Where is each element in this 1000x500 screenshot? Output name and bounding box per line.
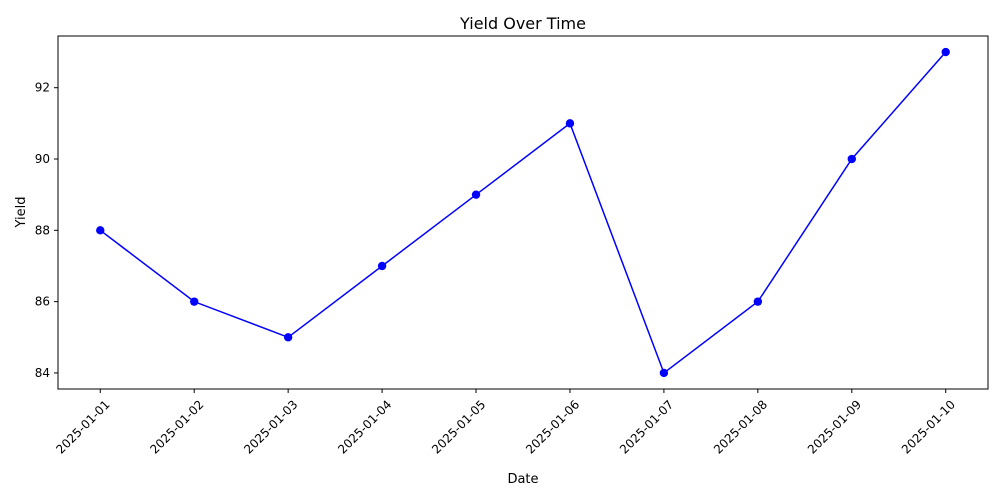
x-tick-label: 2025-01-06 xyxy=(523,397,582,456)
data-point xyxy=(847,154,856,164)
data-point xyxy=(377,261,387,271)
x-tick-label: 2025-01-02 xyxy=(147,397,206,456)
data-point xyxy=(659,368,669,378)
y-tick-label: 92 xyxy=(35,81,50,95)
data-point xyxy=(96,226,105,235)
x-tick-label: 2025-01-04 xyxy=(335,397,394,456)
x-tick-label: 2025-01-10 xyxy=(899,397,958,456)
y-tick-label: 84 xyxy=(35,366,50,380)
y-tick-label: 86 xyxy=(35,295,50,309)
x-tick-label: 2025-01-01 xyxy=(53,397,112,456)
series-line xyxy=(99,51,947,375)
data-point xyxy=(190,297,199,306)
data-point xyxy=(283,333,293,342)
data-point xyxy=(565,119,575,128)
y-axis-label: Yield xyxy=(14,197,29,229)
plot-frame xyxy=(57,35,989,390)
data-point xyxy=(941,47,950,57)
x-tick-label: 2025-01-09 xyxy=(805,397,864,456)
x-axis-label: Date xyxy=(507,472,538,487)
x-tick-label: 2025-01-08 xyxy=(711,397,770,456)
data-point xyxy=(753,297,763,306)
x-tick-label: 2025-01-03 xyxy=(241,397,300,456)
y-tick-label: 88 xyxy=(35,223,50,237)
y-tick-label: 90 xyxy=(35,152,50,166)
chart-title: Yield Over Time xyxy=(459,14,586,33)
x-tick-label: 2025-01-05 xyxy=(429,397,488,456)
data-point xyxy=(471,190,481,199)
plot-area: 84 86 88 90 92 2025-01-01 2025-01-02 2025-01-03… xyxy=(35,35,989,457)
x-tick-label: 2025-01-07 xyxy=(617,397,676,456)
